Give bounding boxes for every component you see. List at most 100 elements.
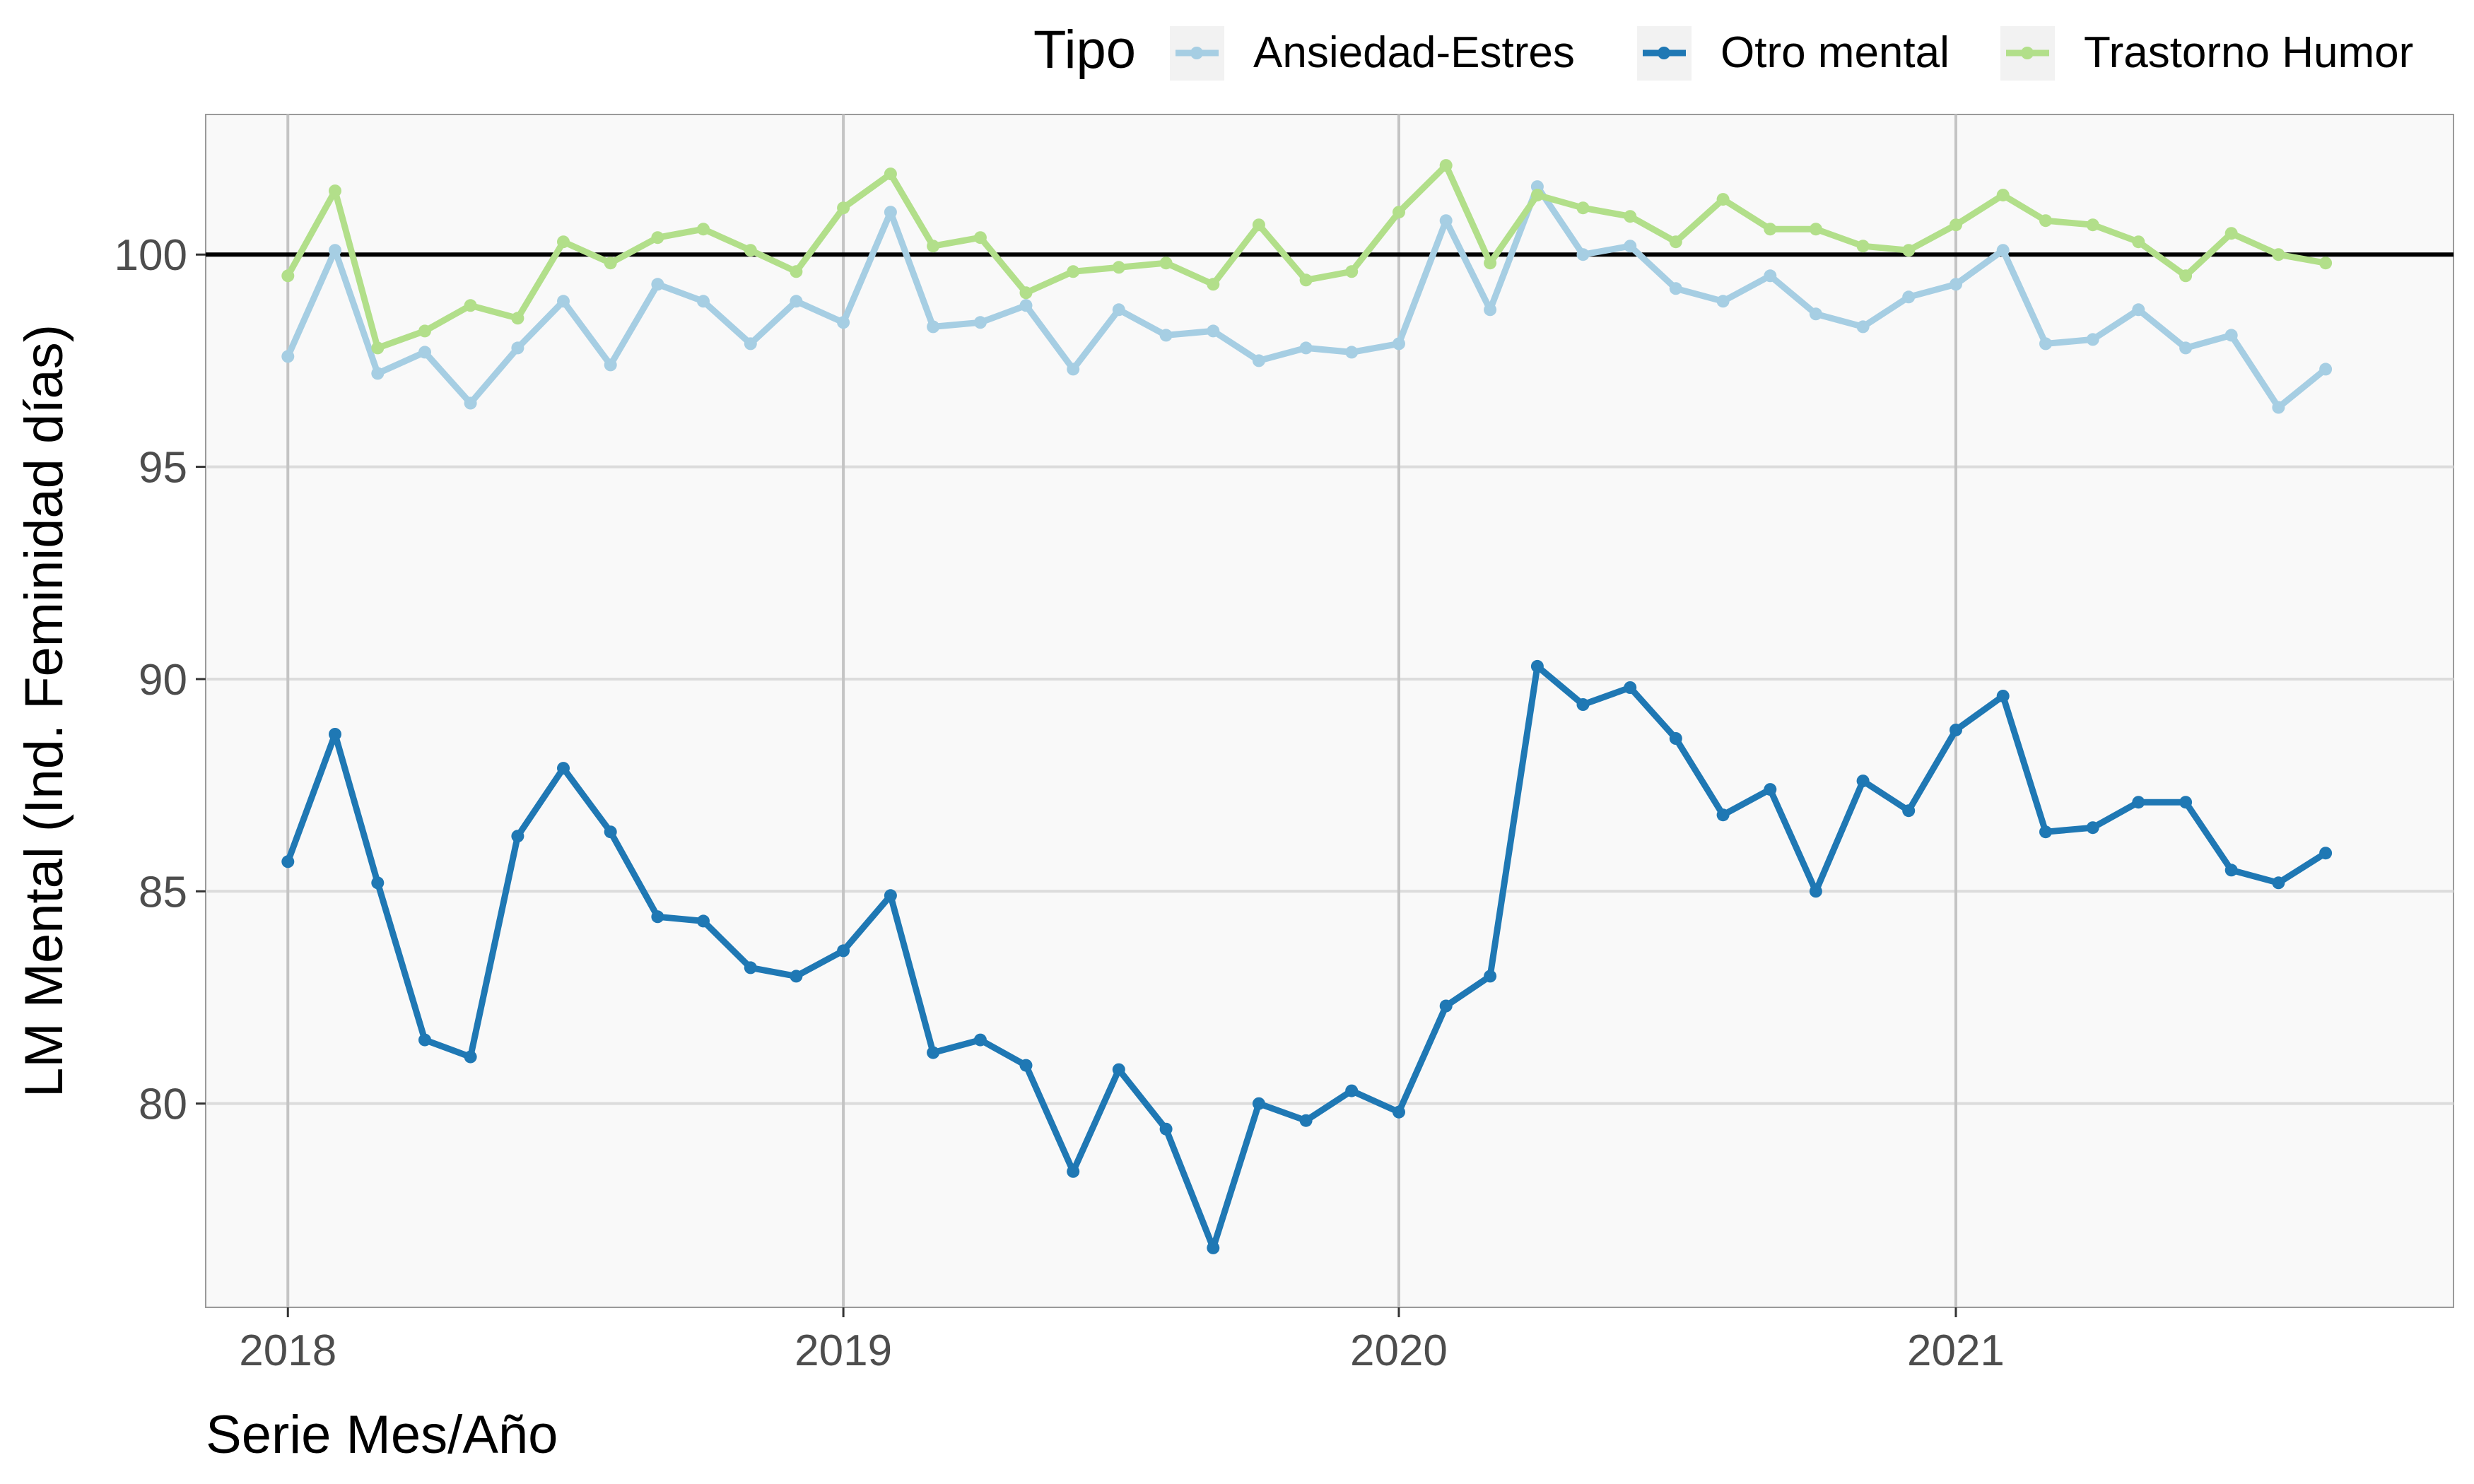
- data-point-trastorno-humor: [744, 244, 757, 257]
- data-point-ansiedad-estres: [744, 337, 757, 351]
- data-point-ansiedad-estres: [1624, 240, 1637, 253]
- data-point-ansiedad-estres: [281, 350, 295, 363]
- legend-title: Tipo: [1033, 20, 1136, 80]
- data-point-ansiedad-estres: [557, 295, 570, 308]
- data-point-trastorno-humor: [1393, 206, 1405, 219]
- data-point-otro-mental: [790, 970, 803, 983]
- data-point-trastorno-humor: [511, 312, 524, 325]
- data-point-otro-mental: [744, 961, 757, 974]
- data-point-trastorno-humor: [790, 265, 803, 278]
- y-tick-label: 80: [139, 1080, 187, 1129]
- data-point-otro-mental: [2086, 821, 2099, 835]
- data-point-trastorno-humor: [2224, 227, 2238, 240]
- y-axis-title: LM Mental (Ind. Feminidad días): [14, 324, 74, 1097]
- data-point-trastorno-humor: [281, 269, 295, 283]
- data-point-otro-mental: [1764, 783, 1777, 796]
- legend-label-ansiedad-estres: Ansiedad-Estres: [1253, 28, 1575, 77]
- data-point-trastorno-humor: [1345, 265, 1359, 278]
- data-point-ansiedad-estres: [2039, 337, 2052, 351]
- series-layer: [281, 159, 2333, 1254]
- x-tick-label: 2020: [1350, 1326, 1448, 1375]
- data-point-otro-mental: [1484, 970, 1497, 983]
- data-point-trastorno-humor: [1809, 223, 1822, 236]
- data-point-ansiedad-estres: [1809, 307, 1822, 321]
- series-otro-mental: [281, 659, 2333, 1254]
- series-trastorno-humor: [281, 159, 2333, 355]
- data-point-otro-mental: [604, 825, 617, 839]
- legend-key-ansiedad-estres: [1170, 26, 1224, 81]
- data-point-trastorno-humor: [1576, 201, 1590, 215]
- y-axis: 80 85 90 95 100: [115, 231, 206, 1129]
- data-point-ansiedad-estres: [1299, 341, 1313, 355]
- data-point-trastorno-humor: [1624, 210, 1637, 223]
- data-point-ansiedad-estres: [1439, 214, 1453, 228]
- legend: Tipo Ansiedad-Estres Otro mental Trastor…: [1033, 20, 2413, 81]
- data-point-otro-mental: [329, 728, 341, 741]
- data-point-ansiedad-estres: [837, 316, 850, 329]
- data-point-otro-mental: [1809, 885, 1822, 898]
- y-tick-label: 90: [139, 656, 187, 705]
- x-tick-label: 2021: [1907, 1326, 2005, 1375]
- data-point-trastorno-humor: [697, 223, 710, 236]
- data-point-otro-mental: [1856, 775, 1870, 788]
- data-point-trastorno-humor: [1067, 265, 1080, 278]
- data-point-otro-mental: [651, 910, 664, 924]
- data-point-ansiedad-estres: [1112, 303, 1125, 317]
- data-point-ansiedad-estres: [1856, 320, 1870, 334]
- data-point-trastorno-humor: [837, 201, 850, 215]
- data-point-otro-mental: [1067, 1165, 1080, 1178]
- x-axis: 2018 2019 2020 2021: [239, 1307, 2005, 1375]
- data-point-trastorno-humor: [2086, 218, 2099, 232]
- data-point-otro-mental: [1112, 1063, 1125, 1076]
- data-point-otro-mental: [1299, 1114, 1313, 1127]
- data-point-ansiedad-estres: [1159, 329, 1173, 342]
- data-point-trastorno-humor: [418, 324, 431, 338]
- data-point-ansiedad-estres: [1067, 363, 1080, 376]
- legend-label-otro-mental: Otro mental: [1720, 28, 1950, 77]
- data-point-trastorno-humor: [2039, 214, 2052, 228]
- plot-panel: [205, 114, 2454, 1308]
- data-point-otro-mental: [2179, 796, 2193, 809]
- data-point-trastorno-humor: [2179, 269, 2193, 283]
- data-point-trastorno-humor: [1439, 159, 1453, 172]
- x-tick-label: 2019: [795, 1326, 892, 1375]
- data-point-otro-mental: [697, 914, 710, 928]
- y-tick-label: 100: [115, 231, 187, 280]
- data-point-trastorno-humor: [1716, 193, 1730, 206]
- y-tick-label: 95: [139, 444, 187, 493]
- data-point-ansiedad-estres: [1345, 346, 1359, 359]
- data-point-trastorno-humor: [927, 240, 940, 253]
- data-point-trastorno-humor: [884, 167, 897, 181]
- data-point-ansiedad-estres: [1207, 324, 1220, 338]
- data-point-otro-mental: [1252, 1097, 1265, 1110]
- data-point-trastorno-humor: [2132, 235, 2145, 249]
- data-point-otro-mental: [511, 830, 524, 843]
- data-point-ansiedad-estres: [1252, 354, 1265, 367]
- data-point-ansiedad-estres: [1393, 337, 1405, 351]
- data-point-trastorno-humor: [1112, 261, 1125, 274]
- data-point-ansiedad-estres: [973, 316, 987, 329]
- data-point-ansiedad-estres: [2272, 401, 2285, 414]
- data-point-ansiedad-estres: [604, 358, 617, 372]
- data-point-trastorno-humor: [1159, 257, 1173, 270]
- data-point-otro-mental: [1669, 732, 1682, 745]
- data-point-trastorno-humor: [973, 231, 987, 245]
- data-point-trastorno-humor: [371, 341, 385, 355]
- legend-key-trastorno-humor: [2000, 26, 2055, 81]
- data-point-otro-mental: [464, 1050, 477, 1064]
- data-point-otro-mental: [1996, 690, 2010, 702]
- data-point-trastorno-humor: [1996, 189, 2010, 202]
- data-point-trastorno-humor: [329, 184, 341, 198]
- data-point-trastorno-humor: [1299, 273, 1313, 287]
- data-point-ansiedad-estres: [1019, 299, 1033, 312]
- series-ansiedad-estres: [281, 180, 2333, 414]
- data-point-trastorno-humor: [1252, 218, 1265, 232]
- data-point-ansiedad-estres: [884, 206, 897, 219]
- data-point-ansiedad-estres: [1764, 269, 1777, 283]
- data-point-trastorno-humor: [1530, 189, 1544, 202]
- data-point-otro-mental: [1576, 698, 1590, 711]
- data-point-otro-mental: [1345, 1084, 1359, 1097]
- data-point-ansiedad-estres: [1996, 244, 2010, 257]
- legend-label-trastorno-humor: Trastorno Humor: [2084, 28, 2413, 77]
